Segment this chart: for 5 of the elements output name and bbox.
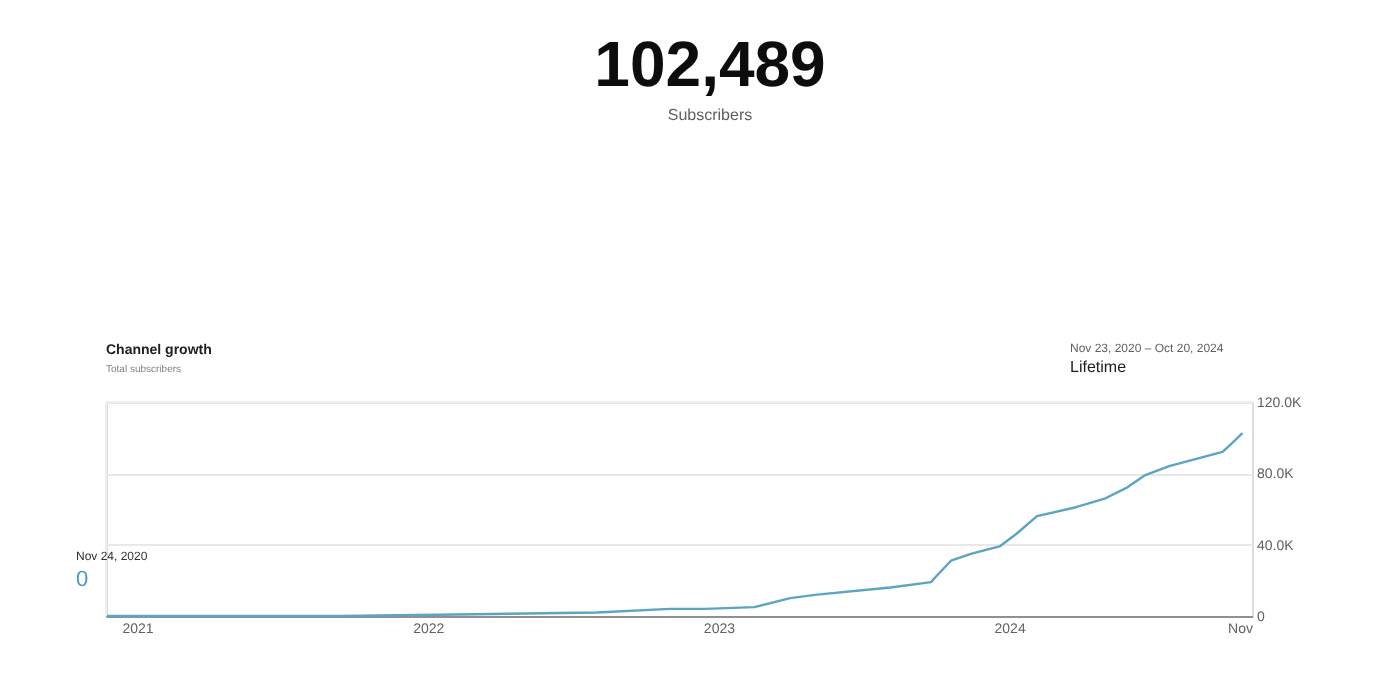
text: 0: [76, 568, 89, 592]
line-series: [104, 432, 1244, 618]
text: Subscribers: [667, 106, 753, 124]
text: Lifetime: [1070, 358, 1128, 376]
text: 102,489: [594, 28, 826, 100]
